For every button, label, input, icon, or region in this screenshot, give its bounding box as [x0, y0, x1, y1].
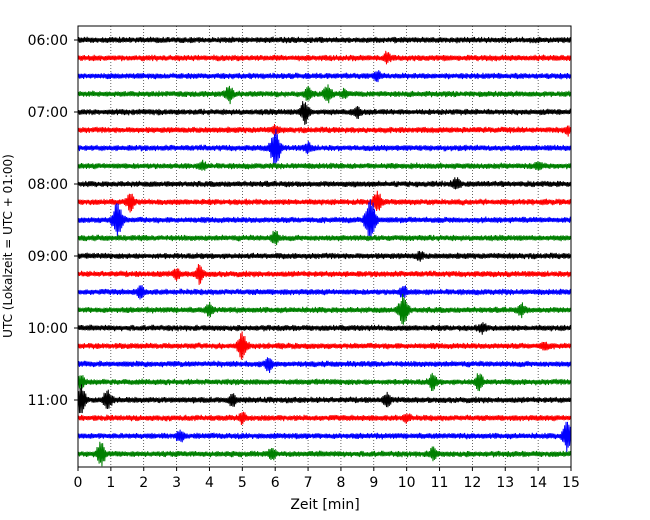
trace-0615 — [77, 50, 572, 65]
x-tick-label: 9 — [369, 475, 378, 491]
y-tick-label: 10:00 — [28, 321, 68, 337]
trace-1130 — [77, 421, 572, 453]
trace-1100 — [77, 384, 572, 414]
trace-0915 — [77, 263, 572, 285]
x-tick-label: 7 — [304, 475, 313, 491]
trace-1000 — [77, 322, 572, 335]
x-tick-label: 6 — [271, 475, 280, 491]
trace-1145 — [77, 441, 572, 467]
trace-0745 — [77, 159, 572, 171]
trace-0900 — [77, 250, 572, 262]
x-tick-label: 2 — [139, 475, 148, 491]
trace-0600 — [77, 36, 572, 44]
trace-0630 — [77, 70, 572, 83]
y-tick-label: 08:00 — [28, 177, 68, 193]
trace-0830 — [77, 199, 572, 240]
trace-1030 — [77, 357, 572, 373]
y-tick-label: 11:00 — [28, 393, 68, 409]
trace-0700 — [77, 101, 572, 125]
trace-0800 — [77, 177, 572, 190]
trace-1045 — [77, 372, 572, 392]
x-tick-label: 5 — [238, 475, 247, 491]
trace-0730 — [77, 128, 572, 166]
x-tick-label: 0 — [74, 475, 83, 491]
x-tick-label: 8 — [336, 475, 345, 491]
x-tick-label: 10 — [398, 475, 416, 491]
x-tick-label: 14 — [529, 475, 547, 491]
trace-1115 — [77, 411, 572, 426]
trace-0815 — [77, 190, 572, 213]
y-tick-label: 09:00 — [28, 249, 68, 265]
plot-background — [78, 26, 571, 467]
trace-0645 — [77, 84, 572, 105]
y-tick-label: 07:00 — [28, 105, 68, 121]
trace-0845 — [77, 230, 572, 246]
x-tick-label: 13 — [496, 475, 514, 491]
x-axis-label: Zeit [min] — [290, 497, 359, 513]
x-axis: 0 1 2 3 4 5 6 7 8 9 10 11 12 13 14 15 — [74, 467, 580, 491]
x-tick-label: 1 — [106, 475, 115, 491]
trace-0930 — [77, 285, 572, 300]
x-tick-label: 4 — [205, 475, 214, 491]
trace-0715 — [77, 123, 572, 137]
trace-1015 — [77, 331, 572, 360]
x-tick-label: 3 — [172, 475, 181, 491]
trace-group — [77, 36, 572, 467]
trace-0945 — [77, 293, 572, 325]
y-tick-label: 06:00 — [28, 33, 68, 49]
x-tick-label: 11 — [431, 475, 449, 491]
plot-frame — [77, 25, 572, 468]
y-axis: 06:00 07:00 08:00 09:00 10:00 11:00 — [28, 33, 78, 409]
x-tick-label: 12 — [463, 475, 481, 491]
x-tick-label: 15 — [562, 475, 580, 491]
y-axis-label: UTC (Lokalzeit = UTC + 01:00) — [1, 154, 15, 338]
